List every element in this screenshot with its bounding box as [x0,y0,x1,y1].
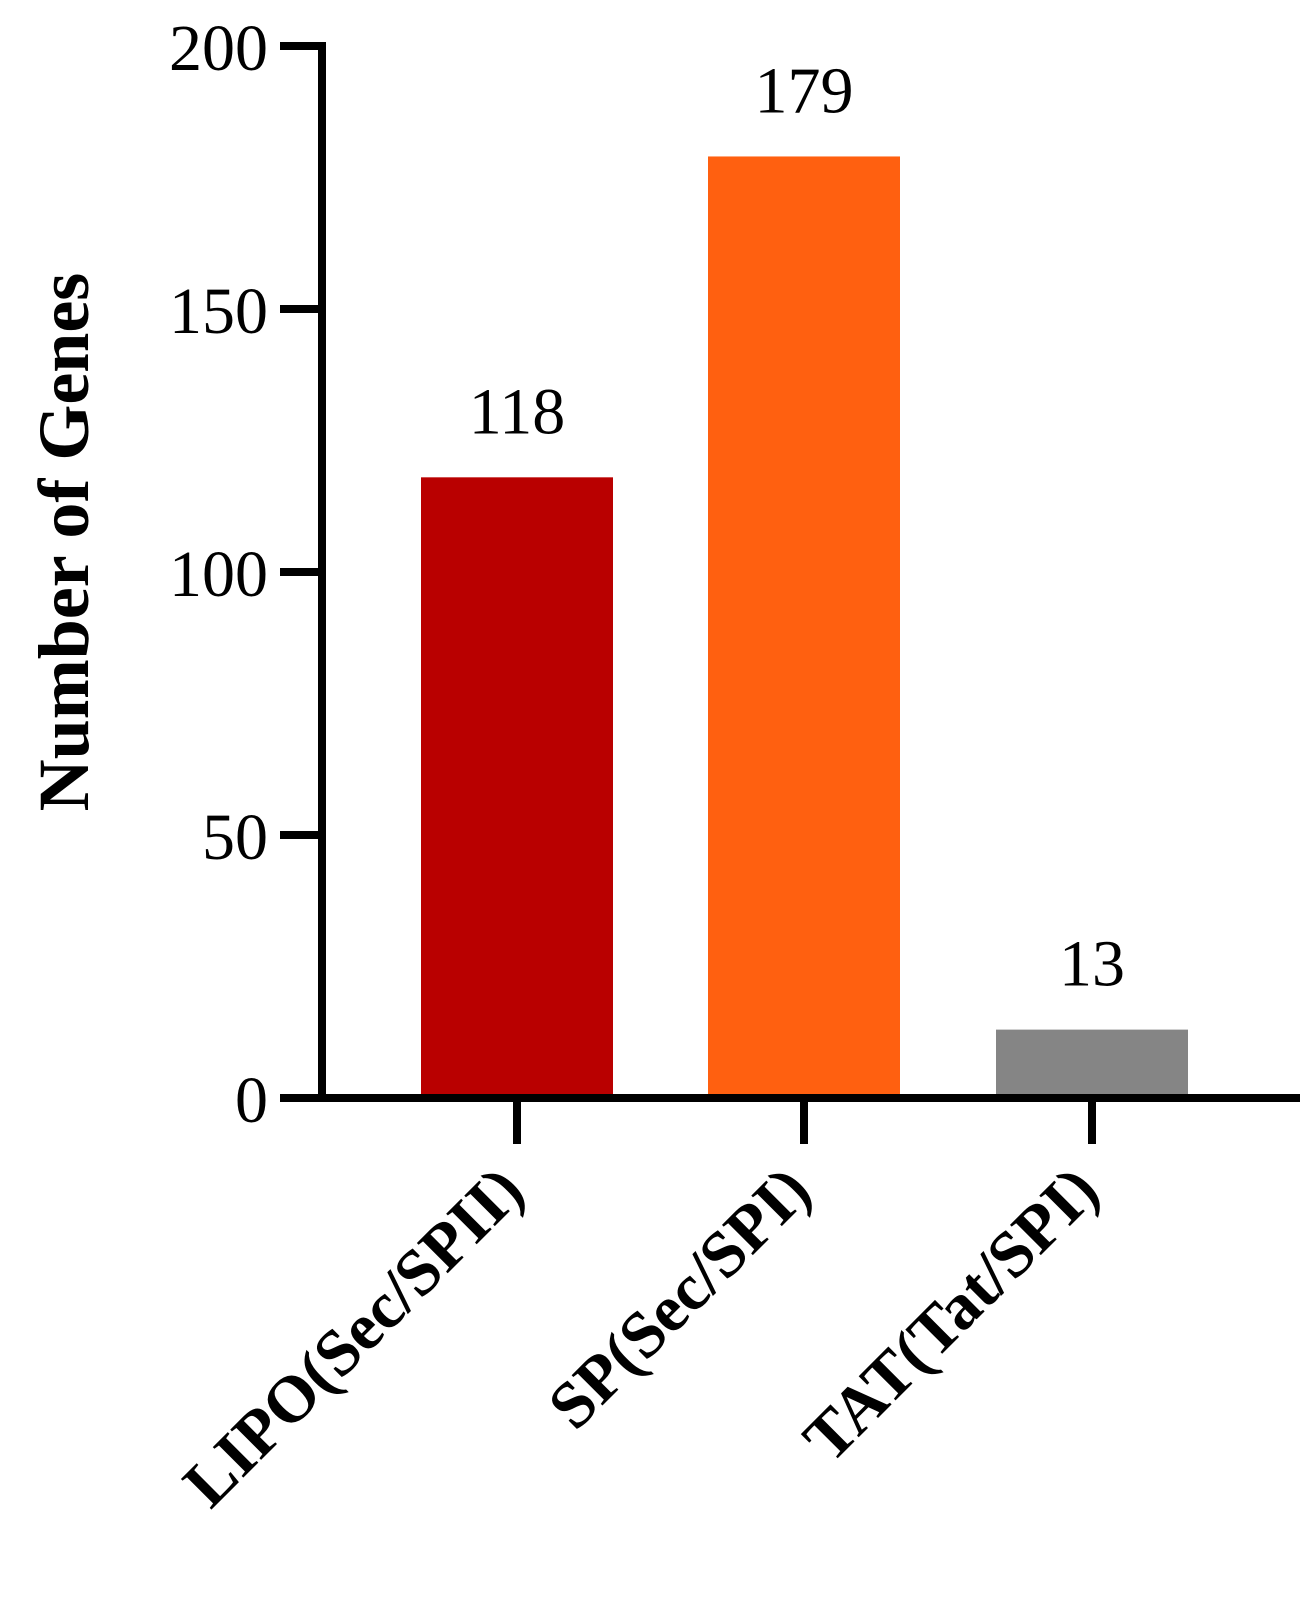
data-label-1: 118 [469,375,566,448]
data-labels: 118 179 13 [469,54,1125,1000]
y-axis-ticks: 0 50 100 150 200 [169,12,322,1137]
y-axis-title: Number of Genes [24,273,104,812]
bar-2 [708,156,900,1098]
y-tick-label: 0 [235,1064,268,1137]
y-tick-label: 200 [169,12,268,85]
x-axis-ticks [513,1098,1096,1144]
category-label-2: SP(Sec/SPI) [534,1153,824,1443]
data-label-3: 13 [1059,928,1125,1001]
bar-1 [421,477,613,1098]
y-tick-label: 100 [169,538,268,611]
category-label-3: TAT(Tat/SPI) [790,1153,1113,1476]
bar-3 [996,1029,1188,1098]
y-tick-label: 150 [169,275,268,348]
category-labels: LIPO(Sec/SPII)SP(Sec/SPI)TAT(Tat/SPI) [170,1153,1113,1521]
y-tick-label: 50 [202,801,268,874]
category-label-1: LIPO(Sec/SPII) [170,1153,538,1521]
data-label-2: 179 [755,54,854,127]
bars [421,156,1188,1098]
